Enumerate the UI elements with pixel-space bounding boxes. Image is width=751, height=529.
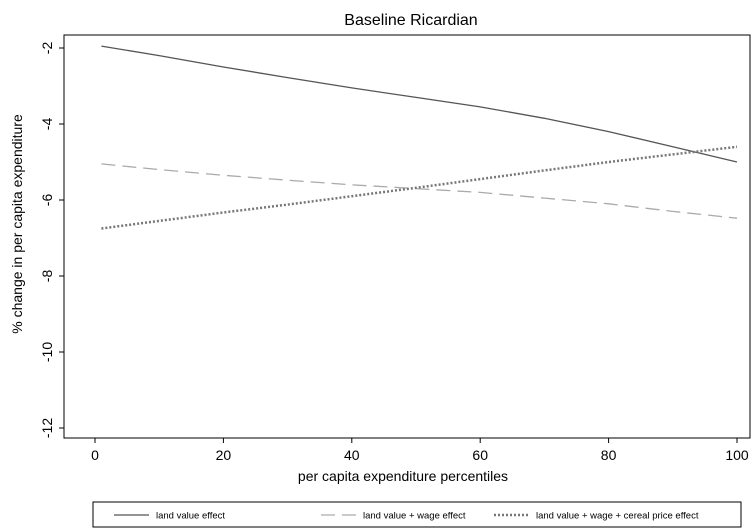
x-tick-label: 60 [472,447,488,463]
legend-label-2: land value + wage effect [363,511,466,522]
series-line-1 [101,45,738,163]
x-tick-label: 100 [725,447,749,463]
y-axis-label: % change in per capita expenditure [9,114,25,334]
series-lines [101,45,738,230]
x-tick-label: 40 [344,447,360,463]
chart-title: Baseline Ricardian [344,12,477,29]
legend-box [92,501,742,528]
plot-area [63,34,751,439]
series-line-3 [101,145,738,230]
y-tick-label: -2 [39,42,55,55]
y-tick-label: -10 [39,342,55,362]
y-tick-label: -6 [39,194,55,207]
legend-label-1: land value effect [156,511,225,522]
legend: land value effect land value + wage effec… [114,511,699,522]
legend-label-3: land value + wage + cereal price effect [536,511,699,522]
x-axis-label: per capita expenditure percentiles [298,468,508,484]
x-tick-label: 20 [216,447,232,463]
y-axis: -2 -4 -6 -8 -10 -12 [39,42,64,438]
x-tick-label: 0 [91,447,99,463]
y-tick-label: -8 [39,270,55,283]
y-tick-label: -4 [39,118,55,131]
x-tick-label: 80 [601,447,617,463]
y-tick-label: -12 [39,418,55,438]
x-axis: 0 20 40 60 80 100 [91,438,749,463]
